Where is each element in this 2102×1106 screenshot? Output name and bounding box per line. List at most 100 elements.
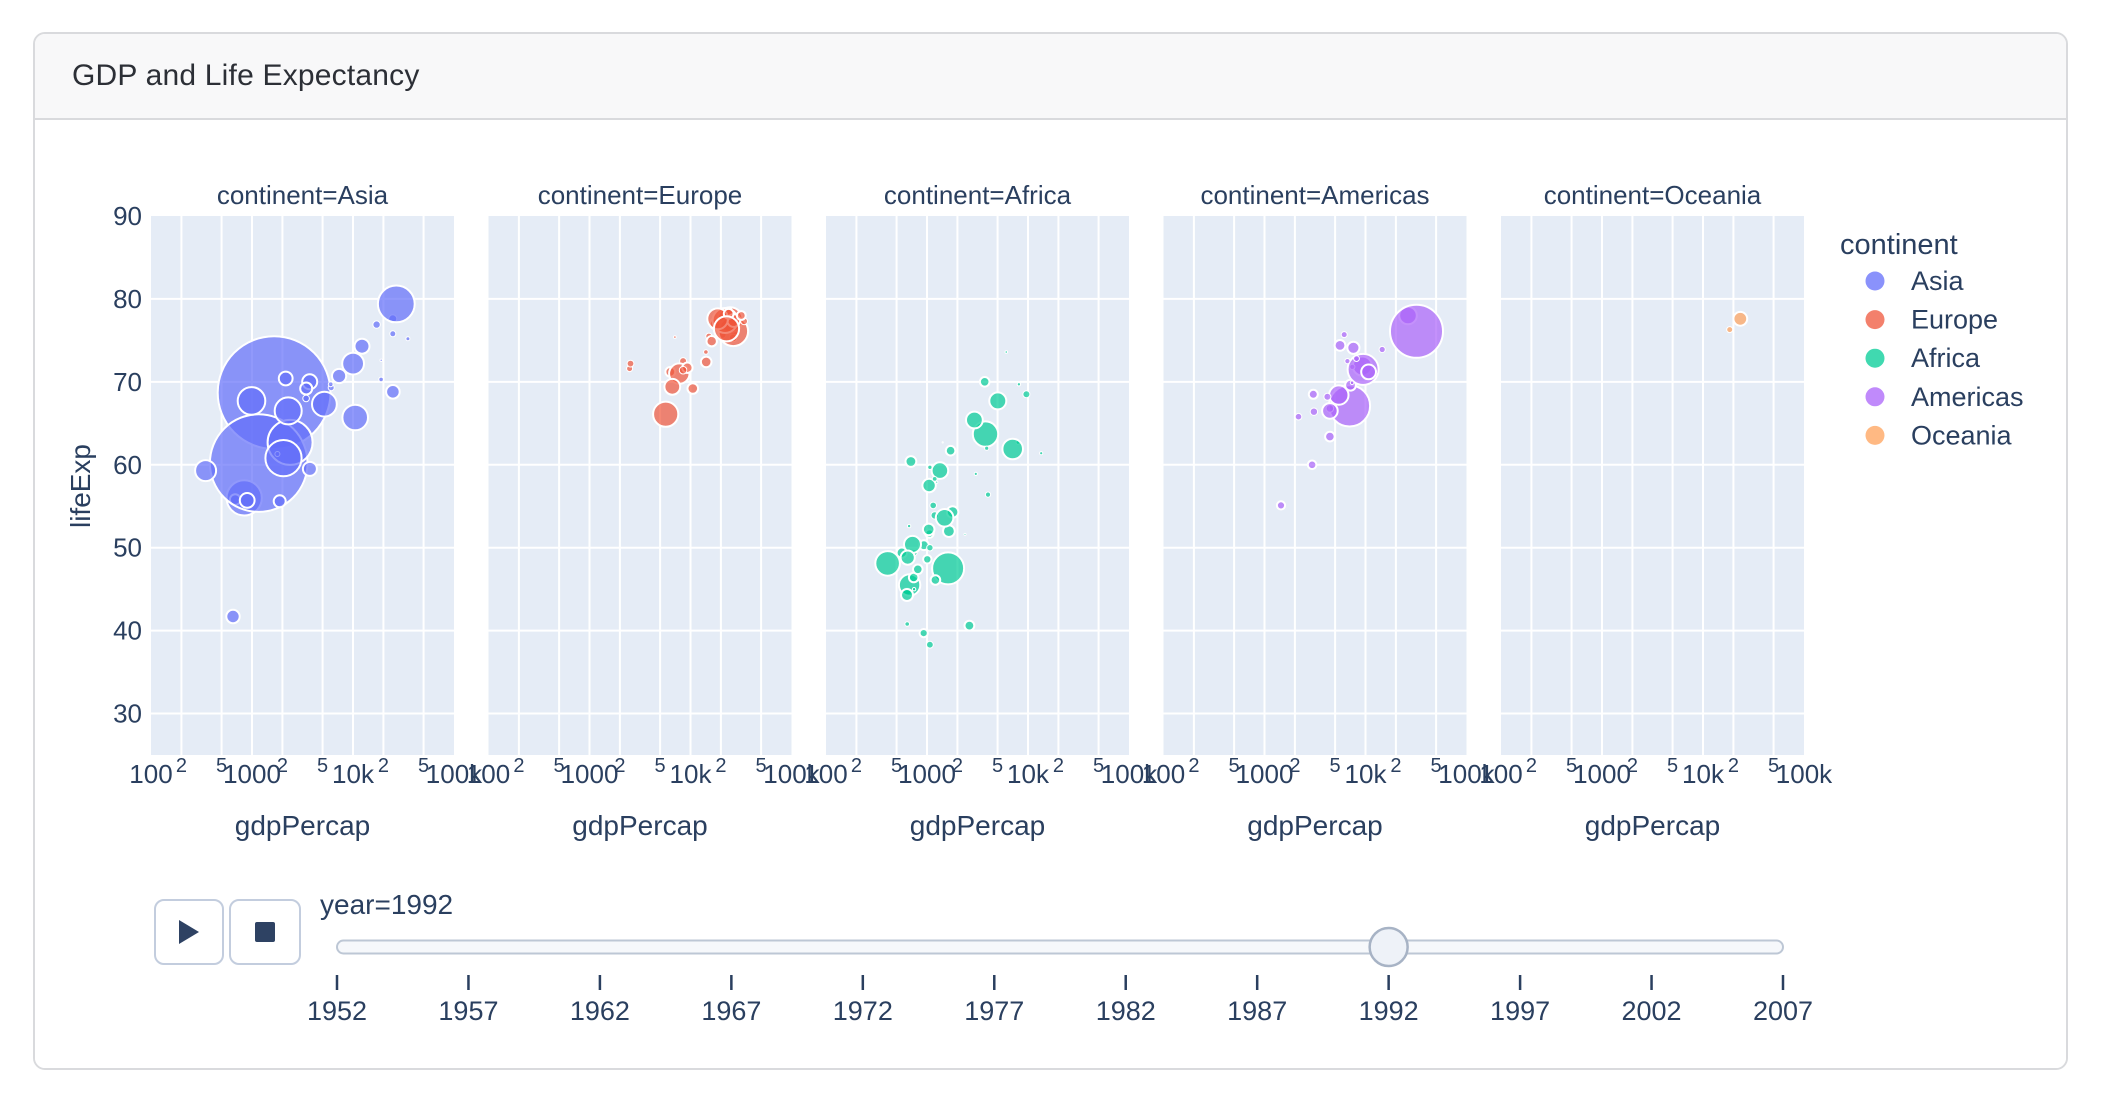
bubble-Singapore[interactable] xyxy=(389,330,397,338)
bubble-Yemen Rep.[interactable] xyxy=(272,494,287,509)
bubble-Gambia[interactable] xyxy=(906,523,912,529)
bubble-Switzerland[interactable] xyxy=(735,310,747,321)
legend-item-Asia[interactable]: Asia xyxy=(1865,266,1965,296)
bubble-Sudan[interactable] xyxy=(934,508,955,528)
slider-track[interactable] xyxy=(336,939,1784,955)
bubble-Togo[interactable] xyxy=(929,501,938,510)
bubble-Puerto Rico[interactable] xyxy=(1378,345,1386,354)
bubble-Morocco[interactable] xyxy=(965,410,984,430)
bubble-Mauritius[interactable] xyxy=(1016,382,1022,387)
bubble-Vietnam[interactable] xyxy=(236,386,267,416)
bubble-Mozambique[interactable] xyxy=(900,588,914,602)
stop-button[interactable] xyxy=(229,899,301,965)
bubble-Nepal[interactable] xyxy=(238,492,256,509)
bubble-Gabon[interactable] xyxy=(1039,451,1044,456)
bubble-Pakistan[interactable] xyxy=(264,439,303,478)
bubble-West Bank and Gaza[interactable] xyxy=(327,381,334,388)
bubble-Czech Republic[interactable] xyxy=(699,355,713,369)
bubble-Iraq[interactable] xyxy=(301,460,318,477)
bubble-Honduras[interactable] xyxy=(1309,407,1319,416)
bubble-Oman[interactable] xyxy=(378,376,384,383)
bubble-Sierra Leone[interactable] xyxy=(926,640,934,649)
bubble-Swaziland[interactable] xyxy=(973,471,978,476)
bubble-Algeria[interactable] xyxy=(988,391,1008,411)
bubble-Cuba[interactable] xyxy=(1333,339,1347,352)
bubble-United Kingdom[interactable] xyxy=(712,315,741,343)
bubble-Senegal[interactable] xyxy=(944,444,957,457)
bubble-Lesotho[interactable] xyxy=(927,464,933,470)
bubble-Eritrea[interactable] xyxy=(926,544,934,552)
bubble-Liberia[interactable] xyxy=(904,621,911,627)
bubble-New Zealand[interactable] xyxy=(1726,326,1734,334)
bubble-Hungary[interactable] xyxy=(686,382,700,395)
bubble-South Africa[interactable] xyxy=(1001,437,1025,461)
bubble-Libya[interactable] xyxy=(1022,390,1031,399)
bubble-Korea Rep.[interactable] xyxy=(341,351,366,376)
bubble-Tunisia[interactable] xyxy=(978,376,991,388)
bubble-Guatemala[interactable] xyxy=(1324,430,1336,443)
legend-item-Africa[interactable]: Africa xyxy=(1865,343,1982,373)
bubble-Turkey[interactable] xyxy=(652,400,680,428)
bubble-Ghana[interactable] xyxy=(921,477,937,494)
bubble-Saudi Arabia[interactable] xyxy=(385,384,401,400)
bubble-Myanmar[interactable] xyxy=(194,459,218,483)
bubble-Paraguay[interactable] xyxy=(1323,392,1332,401)
bubble-Philippines[interactable] xyxy=(273,396,303,426)
bubble-Slovak Republic[interactable] xyxy=(678,365,688,375)
bubble-Jordan[interactable] xyxy=(302,394,310,403)
bubble-Uruguay[interactable] xyxy=(1353,355,1360,363)
bubble-Chile[interactable] xyxy=(1346,340,1361,355)
bubble-Angola[interactable] xyxy=(963,619,976,632)
bubble-Zimbabwe[interactable] xyxy=(904,455,918,468)
bubble-Malaysia[interactable] xyxy=(331,367,348,385)
play-button[interactable] xyxy=(154,899,224,965)
bubble-Zambia[interactable] xyxy=(929,574,942,586)
bubble-Peru[interactable] xyxy=(1321,402,1339,420)
bubble-Guinea[interactable] xyxy=(922,554,933,565)
bubble-Niger[interactable] xyxy=(912,563,924,576)
bubble-Haiti[interactable] xyxy=(1275,500,1287,511)
bubble-Bolivia[interactable] xyxy=(1306,459,1318,471)
bubble-Iran[interactable] xyxy=(341,403,370,432)
bubble-Israel[interactable] xyxy=(372,320,381,329)
bubble-Costa Rica[interactable] xyxy=(1340,331,1348,339)
slider-handle[interactable] xyxy=(1368,926,1409,968)
legend-item-Americas[interactable]: Americas xyxy=(1865,382,2024,412)
bubble-Namibia[interactable] xyxy=(984,445,990,451)
bubble-Taiwan[interactable] xyxy=(353,337,371,355)
bubble-Mauritania[interactable] xyxy=(931,476,938,482)
bubble-Kuwait[interactable] xyxy=(405,336,411,342)
legend-item-Europe[interactable]: Europe xyxy=(1865,305,1999,335)
bubble-Bahrain[interactable] xyxy=(379,358,383,363)
bubble-Afghanistan[interactable] xyxy=(225,608,241,625)
bubble-Venezuela[interactable] xyxy=(1360,363,1377,381)
legend-item-Oceania[interactable]: Oceania xyxy=(1865,420,2013,450)
slider-tick-label: 1972 xyxy=(833,996,893,1026)
bubble-Uganda[interactable] xyxy=(899,549,916,566)
bubble-Reunion[interactable] xyxy=(1004,350,1009,354)
bubble-Romania[interactable] xyxy=(663,377,682,396)
bubble-Kenya[interactable] xyxy=(930,461,950,480)
bubble-Syria[interactable] xyxy=(299,381,314,396)
bubble-Bosnia and Herzegovina[interactable] xyxy=(626,359,635,368)
bubble-United States[interactable] xyxy=(1389,303,1444,359)
bubble-Nicaragua[interactable] xyxy=(1294,412,1303,421)
bubble-Thailand[interactable] xyxy=(311,390,338,418)
bubble-Ethiopia[interactable] xyxy=(874,550,901,577)
bubble-Japan[interactable] xyxy=(376,284,416,324)
bubble-Montenegro[interactable] xyxy=(673,335,677,339)
bubble-Sri Lanka[interactable] xyxy=(277,370,294,387)
bubble-Djibouti[interactable] xyxy=(963,532,967,536)
bubble-Australia[interactable] xyxy=(1732,310,1749,327)
bubble-Panama[interactable] xyxy=(1344,358,1351,365)
bubble-Guinea-Bissau[interactable] xyxy=(911,587,917,592)
bubble-Portugal[interactable] xyxy=(705,335,718,348)
bubble-Somalia[interactable] xyxy=(918,627,929,639)
bubble-Madagascar[interactable] xyxy=(921,522,936,537)
bubble-Sao Tome and Principe[interactable] xyxy=(941,441,944,444)
bubble-Nigeria[interactable] xyxy=(931,551,966,586)
bubble-Slovenia[interactable] xyxy=(703,349,709,355)
bubble-Dominican Republic[interactable] xyxy=(1307,388,1319,400)
bubble-Congo Rep.[interactable] xyxy=(984,491,992,498)
bubble-Trinidad and Tobago[interactable] xyxy=(1349,380,1355,386)
